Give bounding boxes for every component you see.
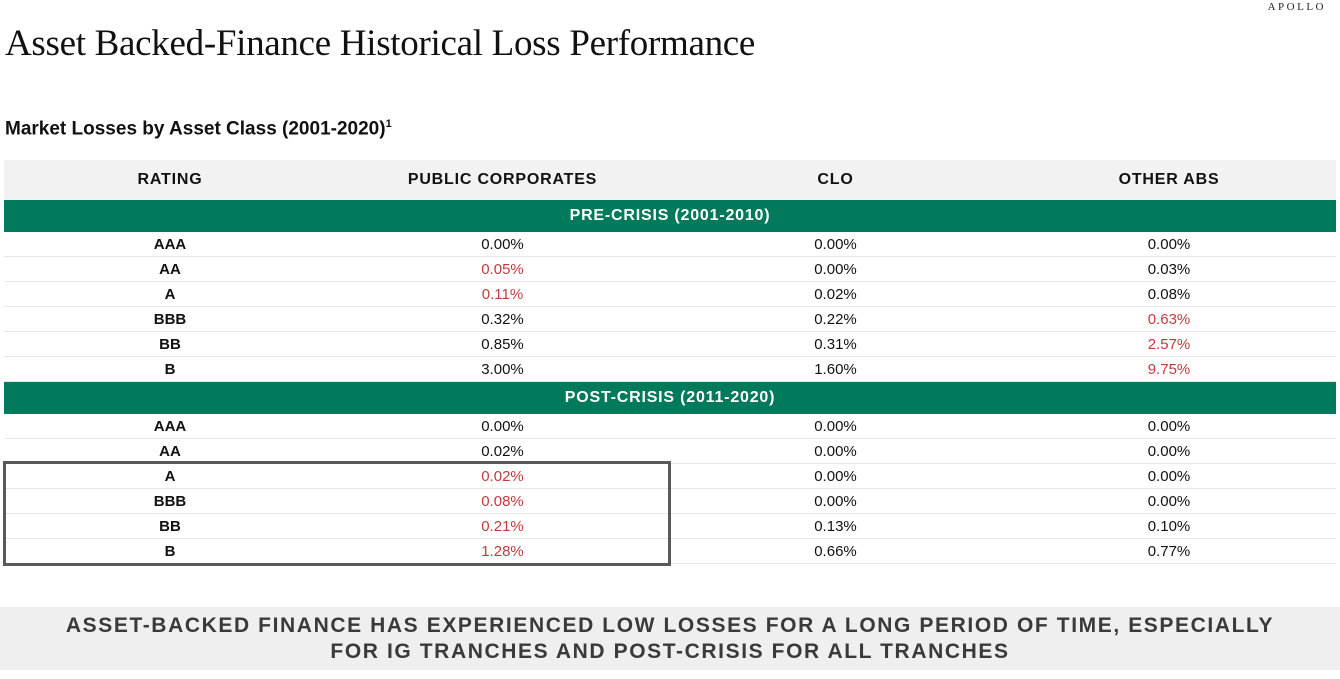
table-row: AA 0.05% 0.00% 0.03% xyxy=(4,257,1336,282)
clo-cell: 0.66% xyxy=(814,542,857,560)
table-row: BBB 0.08% 0.00% 0.00% xyxy=(4,489,1336,514)
rating-cell: AAA xyxy=(153,417,187,435)
other-abs-cell: 0.00% xyxy=(1147,235,1191,253)
clo-cell: 0.31% xyxy=(814,335,857,353)
header-clo: CLO xyxy=(817,171,854,188)
public-corporates-cell: 0.02% xyxy=(481,467,524,485)
section-band-post-crisis: POST-CRISIS (2011-2020) xyxy=(4,382,1336,414)
clo-cell: 0.02% xyxy=(814,285,857,303)
rating-cell: AAA xyxy=(153,235,187,253)
other-abs-cell: 0.77% xyxy=(1147,542,1191,560)
rating-cell: BB xyxy=(159,335,181,353)
public-corporates-cell: 0.05% xyxy=(481,260,524,278)
public-corporates-cell: 0.11% xyxy=(481,285,524,303)
table-row: B 1.28% 0.66% 0.77% xyxy=(4,539,1336,564)
table-row: AA 0.02% 0.00% 0.00% xyxy=(4,439,1336,464)
header-public-corporates: PUBLIC CORPORATES xyxy=(407,171,598,188)
subtitle-text: Market Losses by Asset Class (2001-2020) xyxy=(5,118,386,140)
rating-cell: BBB xyxy=(153,492,187,510)
table-row: A 0.02% 0.00% 0.00% xyxy=(4,464,1336,489)
public-corporates-cell: 0.02% xyxy=(481,442,524,460)
clo-cell: 0.00% xyxy=(814,467,857,485)
public-corporates-cell: 0.21% xyxy=(481,517,524,535)
clo-cell: 0.13% xyxy=(814,517,857,535)
other-abs-cell: 0.00% xyxy=(1147,417,1191,435)
other-abs-cell: 0.00% xyxy=(1147,492,1191,510)
rating-cell: AA xyxy=(159,260,181,278)
loss-table: RATING PUBLIC CORPORATES CLO OTHER ABS P… xyxy=(4,160,1336,564)
footnote-marker: 1 xyxy=(385,118,392,130)
header-rating: RATING xyxy=(137,171,203,188)
other-abs-cell: 0.00% xyxy=(1147,442,1191,460)
public-corporates-cell: 3.00% xyxy=(481,360,524,378)
rating-cell: B xyxy=(164,360,176,378)
brand-logo-text: APOLLO xyxy=(1267,1,1326,13)
table-row: AAA 0.00% 0.00% 0.00% xyxy=(4,232,1336,257)
clo-cell: 0.00% xyxy=(814,235,857,253)
other-abs-cell: 0.63% xyxy=(1147,310,1191,328)
other-abs-cell: 0.00% xyxy=(1147,467,1191,485)
clo-cell: 0.22% xyxy=(814,310,857,328)
table-row: BBB 0.32% 0.22% 0.63% xyxy=(4,307,1336,332)
rating-cell: A xyxy=(164,285,176,303)
clo-cell: 0.00% xyxy=(814,417,857,435)
public-corporates-cell: 0.32% xyxy=(481,310,524,328)
clo-cell: 0.00% xyxy=(814,442,857,460)
page-title: Asset Backed-Finance Historical Loss Per… xyxy=(5,23,756,64)
public-corporates-cell: 1.28% xyxy=(481,542,524,560)
table-subtitle: Market Losses by Asset Class (2001-2020)… xyxy=(5,118,392,140)
section-band-pre-crisis: PRE-CRISIS (2001-2010) xyxy=(4,200,1336,232)
public-corporates-cell: 0.85% xyxy=(481,335,524,353)
clo-cell: 1.60% xyxy=(814,360,857,378)
table-header-row: RATING PUBLIC CORPORATES CLO OTHER ABS xyxy=(4,160,1336,200)
other-abs-cell: 2.57% xyxy=(1147,335,1191,353)
callout-text: ASSET-BACKED FINANCE HAS EXPERIENCED LOW… xyxy=(65,613,1275,663)
rating-cell: BB xyxy=(159,517,181,535)
table-row: BB 0.21% 0.13% 0.10% xyxy=(4,514,1336,539)
public-corporates-cell: 0.08% xyxy=(481,492,524,510)
other-abs-cell: 0.08% xyxy=(1147,285,1191,303)
other-abs-cell: 0.10% xyxy=(1147,517,1191,535)
clo-cell: 0.00% xyxy=(814,260,857,278)
rating-cell: AA xyxy=(159,442,181,460)
rating-cell: B xyxy=(164,542,176,560)
other-abs-cell: 9.75% xyxy=(1147,360,1191,378)
clo-cell: 0.00% xyxy=(814,492,857,510)
table-row: B 3.00% 1.60% 9.75% xyxy=(4,357,1336,382)
table-row: A 0.11% 0.02% 0.08% xyxy=(4,282,1336,307)
public-corporates-cell: 0.00% xyxy=(481,235,524,253)
rating-cell: A xyxy=(164,467,176,485)
public-corporates-cell: 0.00% xyxy=(481,417,524,435)
rating-cell: BBB xyxy=(153,310,187,328)
table-row: BB 0.85% 0.31% 2.57% xyxy=(4,332,1336,357)
header-other-abs: OTHER ABS xyxy=(1118,171,1220,188)
table-row: AAA 0.00% 0.00% 0.00% xyxy=(4,414,1336,439)
other-abs-cell: 0.03% xyxy=(1147,260,1191,278)
callout-banner: ASSET-BACKED FINANCE HAS EXPERIENCED LOW… xyxy=(0,607,1340,670)
